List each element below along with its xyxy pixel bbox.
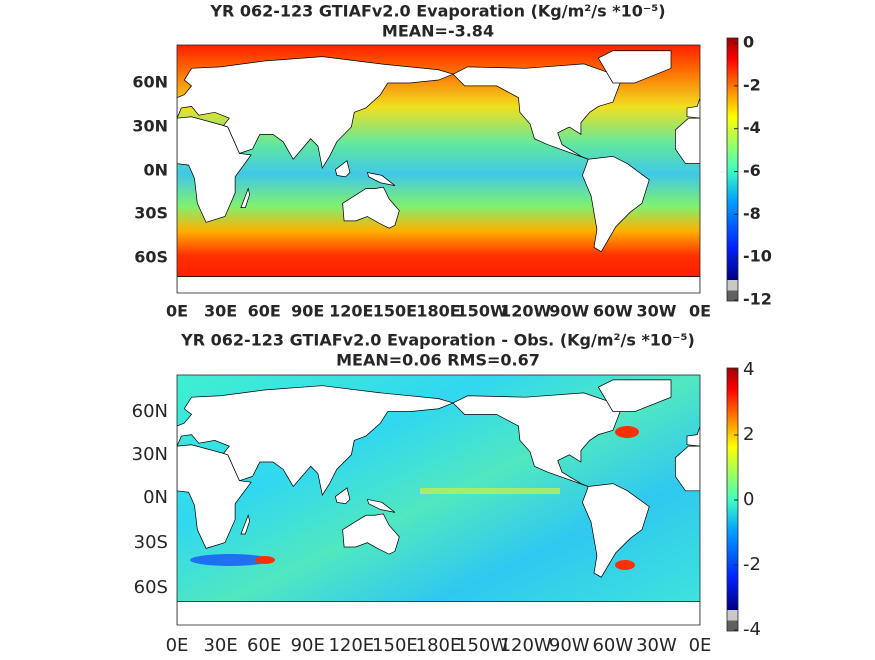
colorbar-tick-label: 0: [743, 489, 754, 510]
x-tick-label: 60W: [592, 635, 633, 656]
colorbar-tick-label: -2: [743, 75, 761, 94]
x-tick-label: 150E: [372, 635, 418, 656]
colorbar-tick-label: 2: [743, 424, 754, 445]
x-tick-label: 180E: [416, 302, 460, 321]
x-tick-label: 60W: [593, 302, 633, 321]
map-panel-1: [177, 45, 700, 293]
y-tick-label: 0N: [143, 161, 168, 180]
x-tick-label: 150E: [373, 302, 417, 321]
x-tick-label: 0E: [166, 302, 188, 321]
colorbar-tick-label: 0: [743, 33, 754, 52]
x-tick-label: 0E: [689, 302, 711, 321]
x-tick-label: 120W: [500, 635, 552, 656]
y-tick-label: 0N: [143, 487, 168, 508]
y-tick-label: 30N: [132, 117, 168, 136]
colorbar-tick-label: -8: [743, 204, 761, 223]
x-tick-label: 0E: [166, 635, 189, 656]
y-tick-label: 60N: [132, 73, 168, 92]
x-tick-label: 150W: [457, 302, 508, 321]
x-tick-label: 30W: [636, 302, 676, 321]
x-tick-label: 30E: [204, 302, 237, 321]
x-tick-label: 60E: [248, 302, 281, 321]
x-tick-label: 0E: [689, 635, 712, 656]
colorbar-tick-label: -2: [743, 554, 761, 575]
x-tick-label: 90W: [549, 635, 590, 656]
y-tick-label: 30S: [134, 204, 168, 223]
x-tick-label: 120E: [328, 635, 374, 656]
colorbar-tick-label: -4: [743, 619, 761, 640]
panel-title: YR 062-123 GTIAFv2.0 Evaporation (Kg/m²/…: [209, 2, 665, 21]
colorbar: [726, 37, 739, 302]
x-tick-label: 90W: [549, 302, 589, 321]
colorbar-tick-label: 4: [743, 359, 754, 380]
x-tick-label: 120E: [329, 302, 373, 321]
colorbar-tick-label: -4: [743, 118, 761, 137]
y-tick-label: 60N: [132, 401, 168, 422]
x-tick-label: 60E: [247, 635, 281, 656]
x-tick-label: 180E: [416, 635, 462, 656]
x-tick-label: 90E: [291, 302, 324, 321]
x-tick-label: 90E: [291, 635, 325, 656]
y-tick-label: 60S: [134, 577, 168, 598]
panel-subtitle: MEAN=-3.84: [382, 22, 494, 41]
x-tick-label: 30W: [636, 635, 677, 656]
y-tick-label: 30N: [132, 444, 168, 465]
x-tick-label: 120W: [500, 302, 551, 321]
panel-title: YR 062-123 GTIAFv2.0 Evaporation - Obs. …: [180, 331, 695, 350]
x-tick-label: 150W: [456, 635, 508, 656]
colorbar-tick-label: -10: [743, 247, 772, 266]
y-tick-label: 60S: [134, 248, 168, 267]
panel-subtitle: MEAN=0.06 RMS=0.67: [336, 351, 540, 370]
colorbar-tick-label: -6: [743, 161, 761, 180]
y-tick-label: 30S: [134, 532, 168, 553]
x-tick-label: 30E: [203, 635, 237, 656]
map-panel-2: [177, 375, 700, 625]
colorbar-tick-label: -12: [743, 290, 772, 309]
